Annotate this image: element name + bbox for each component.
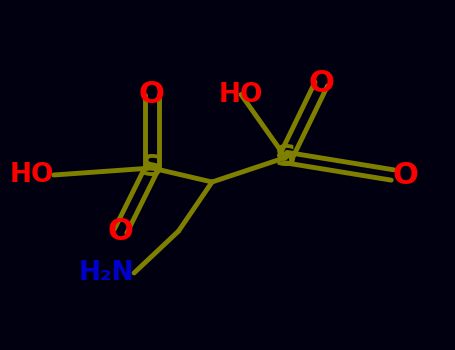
Text: S: S	[275, 143, 297, 172]
Text: HO: HO	[219, 82, 263, 107]
Text: O: O	[393, 161, 419, 189]
Text: H₂N: H₂N	[79, 260, 134, 286]
Text: O: O	[139, 80, 165, 109]
Text: S: S	[141, 154, 163, 182]
Text: HO: HO	[9, 162, 54, 188]
Text: O: O	[108, 217, 134, 245]
Text: O: O	[308, 70, 334, 98]
